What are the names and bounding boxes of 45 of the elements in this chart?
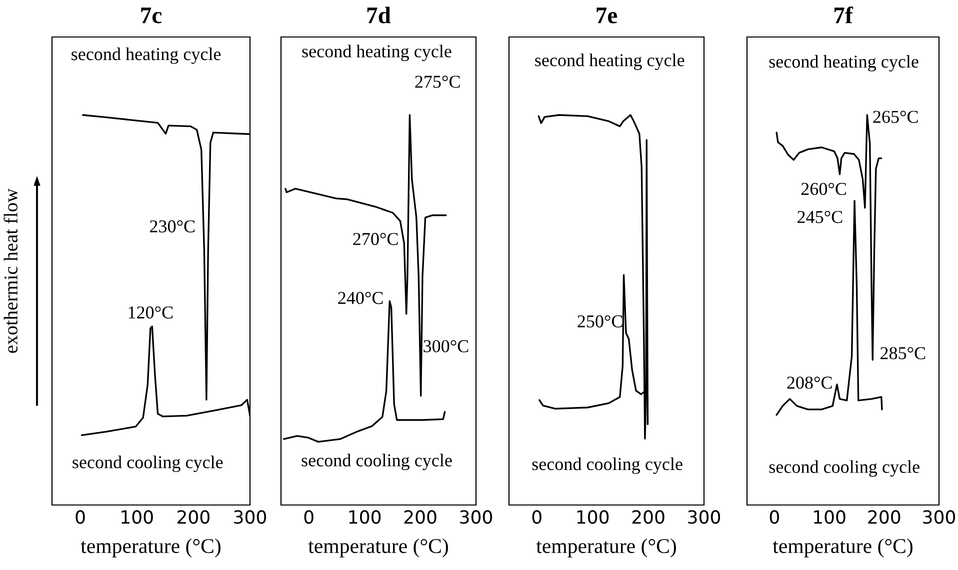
annotation: 270°C bbox=[353, 232, 398, 246]
chart-title: 7e bbox=[596, 8, 618, 24]
x-tick-label: 200 bbox=[404, 510, 436, 524]
text: 275°C bbox=[415, 76, 460, 88]
x-axis-title: temperature (°C) bbox=[536, 538, 676, 558]
annotation: 230°C bbox=[150, 220, 195, 232]
chart-title: 7f bbox=[834, 6, 854, 24]
annotation: second cooling cycle bbox=[769, 460, 920, 477]
x-tick-label: 100 bbox=[814, 510, 846, 524]
text: second heating cycle bbox=[535, 54, 684, 70]
text: second heating cycle bbox=[769, 54, 918, 72]
annotation: 208°C bbox=[787, 376, 832, 389]
annotation: 260°C bbox=[801, 182, 846, 196]
text: second heating cycle bbox=[72, 48, 221, 64]
x-tick-label: 0 bbox=[532, 510, 542, 524]
x-tick-label: 300 bbox=[460, 510, 492, 524]
x-tick-label: 100 bbox=[577, 510, 609, 524]
x-tick-label: 300 bbox=[688, 510, 720, 524]
x-axis-title: temperature (°C) bbox=[308, 538, 448, 558]
annotation: 300°C bbox=[424, 340, 468, 352]
x-tick-label: 0 bbox=[304, 510, 314, 524]
chart-title: 7c bbox=[141, 8, 162, 24]
x-tick-label: 300 bbox=[234, 510, 266, 524]
annotation: 285°C bbox=[880, 347, 926, 360]
chart-title: 7d bbox=[367, 6, 391, 24]
x-tick-label: 0 bbox=[76, 510, 85, 524]
annotation: 265°C bbox=[873, 110, 918, 123]
annotation: second cooling cycle bbox=[72, 456, 223, 472]
x-tick-label: 100 bbox=[349, 510, 381, 524]
annotation: second cooling cycle bbox=[302, 454, 452, 470]
x-tick-label: 200 bbox=[632, 510, 664, 524]
x-axis-title: temperature (°C) bbox=[80, 538, 220, 558]
x-tick-label: 200 bbox=[178, 510, 210, 524]
x-tick-label: 200 bbox=[868, 510, 900, 524]
x-tick-label: 100 bbox=[122, 510, 153, 524]
y-axis-title: exothermic heat flow bbox=[4, 188, 18, 353]
x-tick-label: 0 bbox=[770, 510, 779, 524]
annotation: 240°C bbox=[338, 292, 383, 304]
x-tick-label: 300 bbox=[923, 510, 956, 524]
annotation: 245°C bbox=[798, 210, 842, 224]
text: second heating cycle bbox=[302, 44, 452, 62]
annotation: 120°C bbox=[128, 306, 173, 319]
x-axis-title: temperature (°C) bbox=[772, 538, 912, 558]
annotation: 250°C bbox=[578, 315, 622, 328]
annotation: second cooling cycle bbox=[532, 457, 682, 474]
